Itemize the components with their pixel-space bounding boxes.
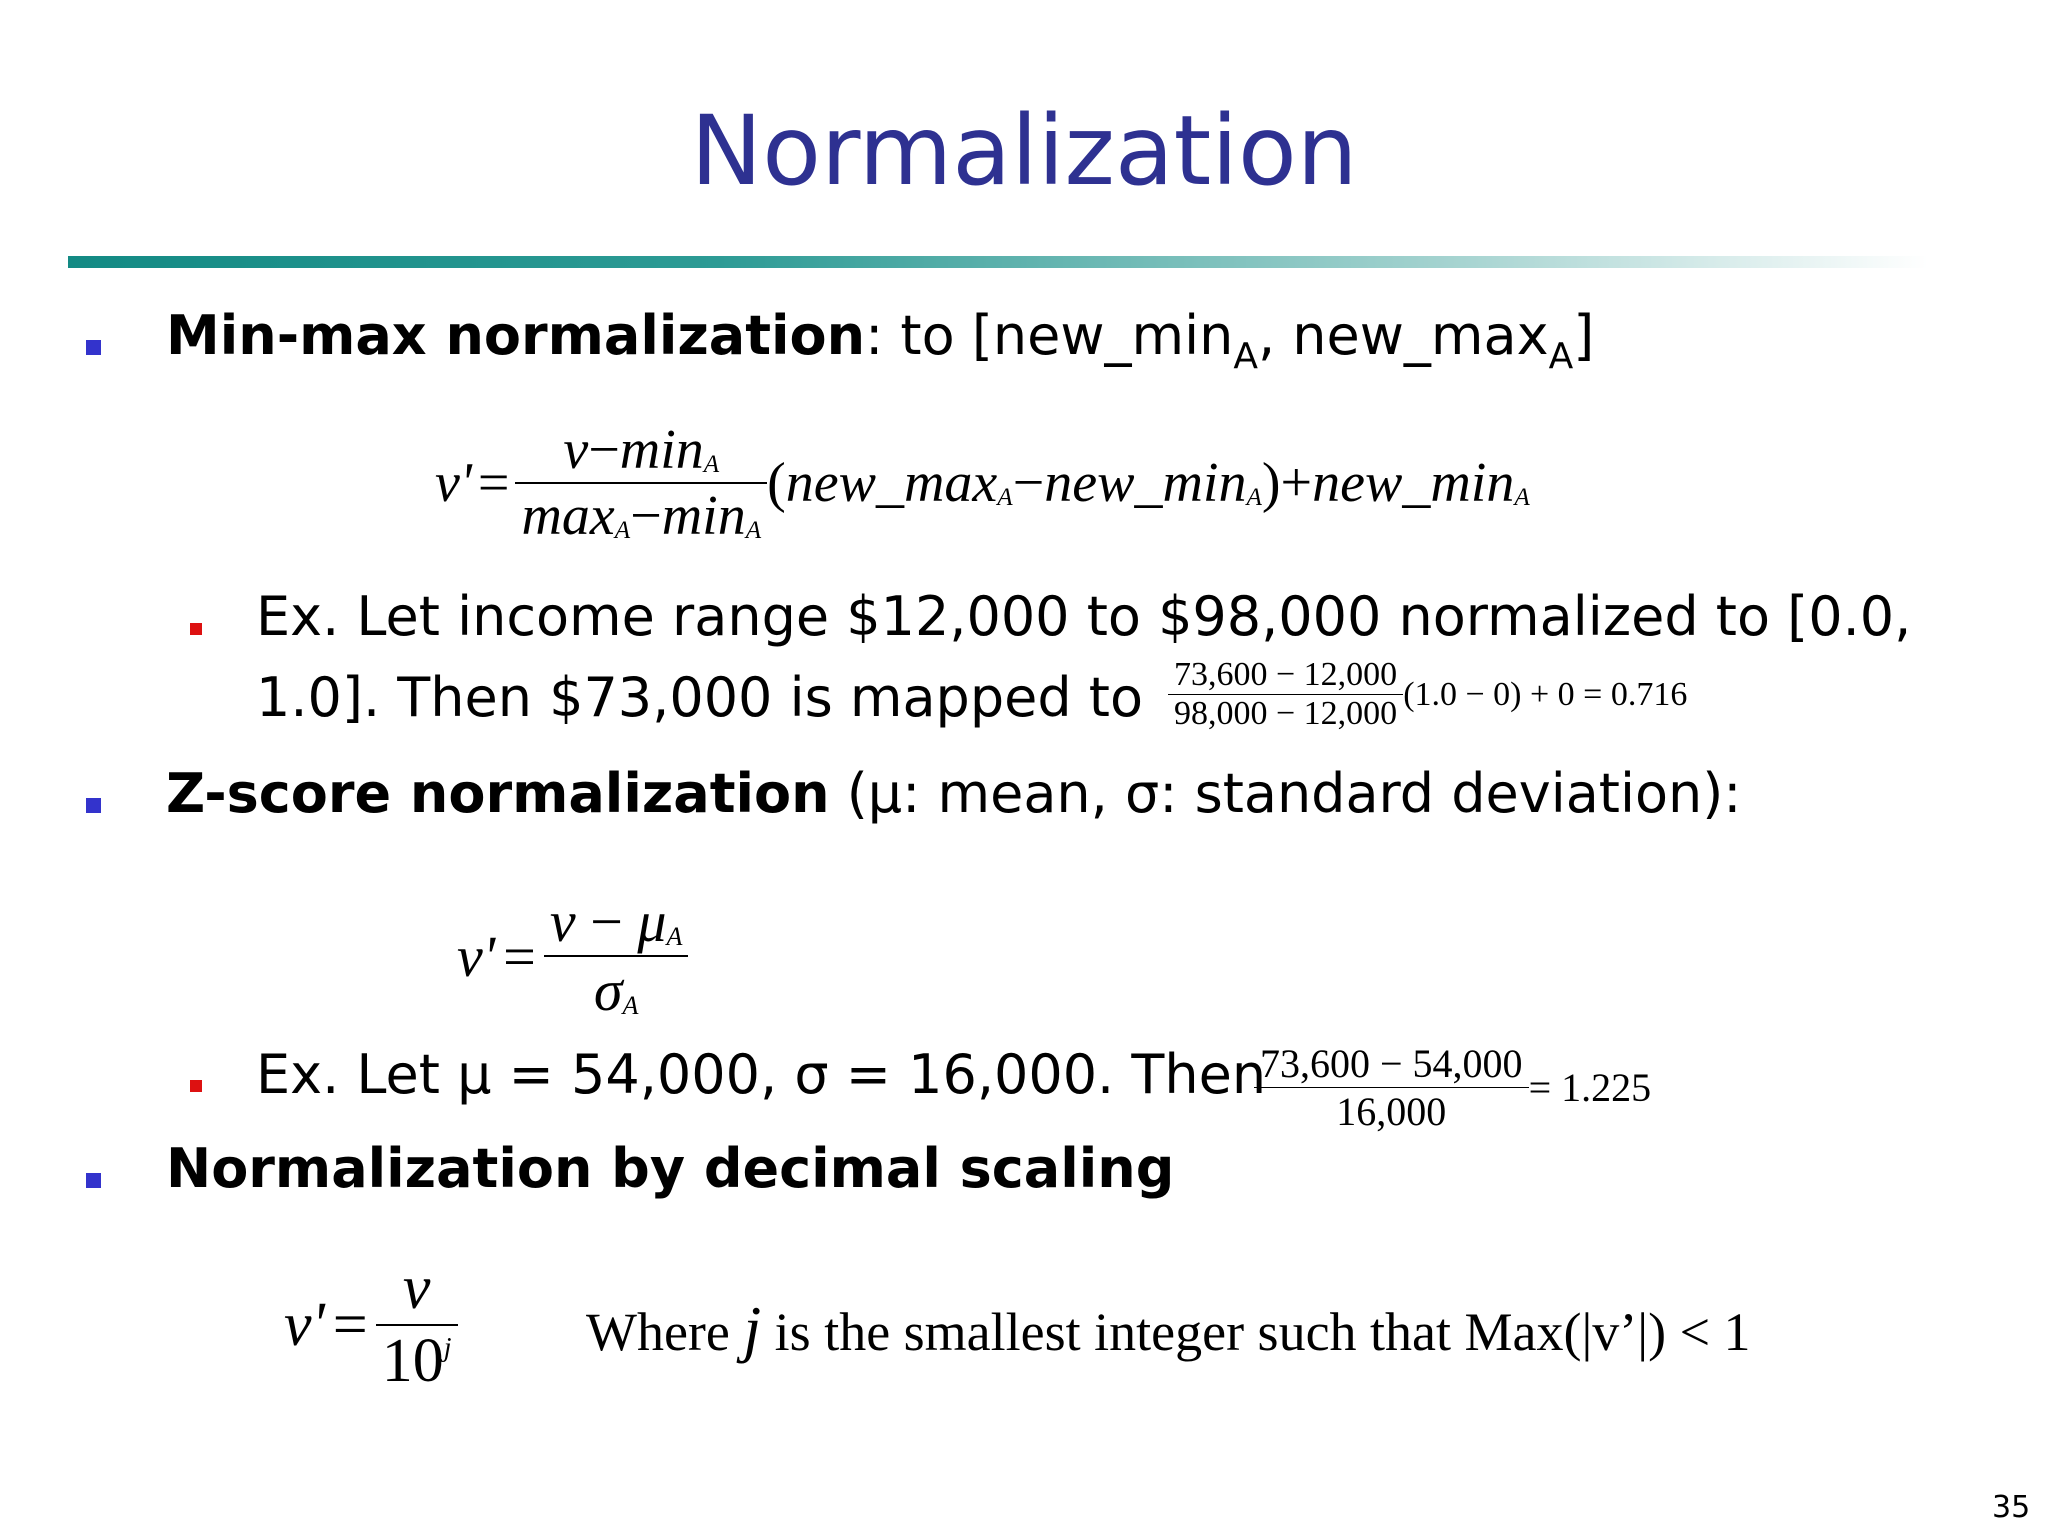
minmax-fraction: v−minA maxA−minA: [515, 418, 768, 548]
decimal-formula: v' = v 10j: [284, 1253, 458, 1397]
minmax-heading: Min-max normalization: to [new_minA, new…: [166, 304, 1595, 377]
bullet-icon: [86, 340, 101, 355]
zscore-fraction: v − μA σA: [543, 888, 689, 1024]
decimal-term: Normalization by decimal scaling: [166, 1137, 1175, 1200]
zscore-formula: v' = v − μA σA: [457, 888, 689, 1024]
bullet-icon: [86, 1173, 101, 1188]
bullet-icon: [86, 798, 101, 813]
decimal-fraction: v 10j: [375, 1253, 458, 1397]
slide-title: Normalization: [690, 95, 1358, 207]
minmax-range-expression: (new_maxA−new_minA)+new_minA: [767, 452, 1530, 514]
page-number: 35: [1992, 1490, 2031, 1525]
decimal-heading: Normalization by decimal scaling: [166, 1137, 1174, 1200]
sub-bullet-icon: [190, 623, 202, 635]
decimal-where-note: Where j is the smallest integer such tha…: [586, 1293, 1751, 1364]
zscore-term: Z-score normalization: [166, 762, 830, 825]
sub-bullet-icon: [190, 1080, 202, 1092]
minmax-example-line2: 1.0]. Then $73,000 is mapped to: [256, 666, 1143, 729]
minmax-term: Min-max normalization: [166, 304, 866, 367]
minmax-formula: v' = v−minA maxA−minA (new_maxA−new_minA…: [435, 418, 1530, 548]
minmax-example-formula: 73,600 − 12,000 98,000 − 12,000 (1.0 − 0…: [1168, 656, 1687, 733]
title-underline: [68, 256, 1928, 268]
zscore-example-formula: 73,600 − 54,000 16,000 = 1.225: [1254, 1040, 1651, 1135]
zscore-example: Ex. Let μ = 54,000, σ = 16,000. Then: [256, 1043, 1267, 1106]
zscore-heading: Z-score normalization (μ: mean, σ: stand…: [166, 762, 1742, 825]
minmax-example-line1: Ex. Let income range $12,000 to $98,000 …: [256, 585, 1912, 648]
